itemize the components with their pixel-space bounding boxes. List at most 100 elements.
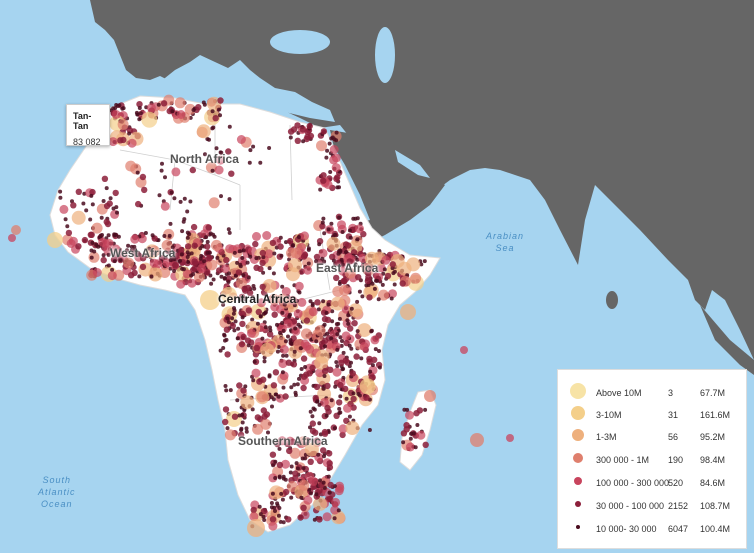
city-marker[interactable] [319,397,329,407]
city-marker[interactable] [338,335,343,340]
city-marker[interactable] [291,243,296,248]
city-marker[interactable] [186,252,191,257]
city-marker[interactable] [289,438,296,445]
city-marker[interactable] [283,339,288,344]
city-marker[interactable] [90,240,95,245]
city-marker[interactable] [294,461,299,466]
city-marker[interactable] [349,306,354,311]
city-marker[interactable] [200,290,220,310]
city-marker[interactable] [307,458,314,465]
city-marker[interactable] [330,309,335,314]
city-marker[interactable] [324,316,332,323]
city-marker[interactable] [290,126,298,133]
city-marker[interactable] [278,235,283,240]
city-marker[interactable] [337,406,342,411]
city-marker[interactable] [178,258,183,263]
city-marker[interactable] [227,271,231,276]
city-marker[interactable] [290,247,302,259]
city-marker[interactable] [208,231,213,236]
city-marker[interactable] [334,360,339,365]
city-marker[interactable] [335,332,340,337]
city-marker[interactable] [281,353,286,358]
city-marker[interactable] [343,339,350,347]
city-marker[interactable] [340,230,345,234]
city-marker[interactable] [137,117,142,122]
city-marker[interactable] [205,239,210,244]
city-marker[interactable] [259,283,266,291]
city-marker[interactable] [206,259,218,271]
city-marker[interactable] [276,461,284,469]
city-marker[interactable] [279,345,289,354]
city-marker[interactable] [309,420,316,427]
city-marker[interactable] [239,428,244,432]
city-marker[interactable] [214,165,224,175]
city-marker[interactable] [131,269,138,277]
city-marker[interactable] [405,442,415,452]
city-marker[interactable] [250,295,255,300]
city-marker[interactable] [364,277,372,285]
city-marker[interactable] [341,366,346,371]
city-marker[interactable] [252,232,261,241]
city-marker[interactable] [268,293,280,305]
city-marker[interactable] [300,328,312,340]
city-marker[interactable] [297,514,304,521]
city-marker[interactable] [289,495,294,500]
city-marker[interactable] [293,326,298,331]
city-marker[interactable] [283,319,293,329]
city-marker[interactable] [364,251,379,266]
city-marker[interactable] [238,341,246,348]
city-marker[interactable] [286,267,300,282]
city-marker[interactable] [252,240,259,248]
city-marker[interactable] [172,262,179,269]
city-marker[interactable] [310,414,315,419]
city-marker[interactable] [115,210,119,215]
city-marker[interactable] [460,346,468,354]
city-marker[interactable] [326,302,331,307]
city-marker[interactable] [355,224,364,234]
city-marker[interactable] [259,259,266,267]
city-marker[interactable] [103,246,113,256]
city-marker[interactable] [281,287,291,296]
city-marker[interactable] [251,378,256,383]
city-marker[interactable] [382,267,387,272]
city-marker[interactable] [278,359,288,369]
city-marker[interactable] [107,271,117,281]
city-marker[interactable] [273,392,278,397]
city-marker[interactable] [75,243,82,250]
city-marker[interactable] [211,125,216,130]
city-marker[interactable] [206,254,213,262]
city-marker[interactable] [139,255,147,262]
city-marker[interactable] [211,277,216,282]
city-marker[interactable] [357,323,372,338]
city-marker[interactable] [283,488,290,496]
city-marker[interactable] [168,221,173,226]
city-marker[interactable] [282,393,289,400]
city-marker[interactable] [276,513,281,518]
city-marker[interactable] [358,253,368,263]
city-marker[interactable] [143,231,148,235]
city-marker[interactable] [300,355,308,362]
city-marker[interactable] [278,519,283,524]
city-marker[interactable] [227,197,232,202]
city-marker[interactable] [101,253,106,258]
city-marker[interactable] [159,168,164,173]
city-marker[interactable] [285,359,292,366]
city-marker[interactable] [8,234,16,242]
city-marker[interactable] [282,302,287,307]
city-marker[interactable] [247,160,252,165]
city-marker[interactable] [269,505,274,510]
city-marker[interactable] [240,395,255,410]
city-marker[interactable] [341,350,346,355]
city-marker[interactable] [182,196,187,201]
city-marker[interactable] [156,102,161,107]
city-marker[interactable] [176,279,186,289]
city-marker[interactable] [329,329,339,339]
city-marker[interactable] [104,220,112,228]
city-marker[interactable] [252,423,264,435]
city-marker[interactable] [320,256,325,261]
city-marker[interactable] [411,431,416,436]
city-marker[interactable] [112,189,119,197]
city-marker[interactable] [208,197,220,209]
city-marker[interactable] [328,170,333,174]
city-marker[interactable] [224,337,229,342]
